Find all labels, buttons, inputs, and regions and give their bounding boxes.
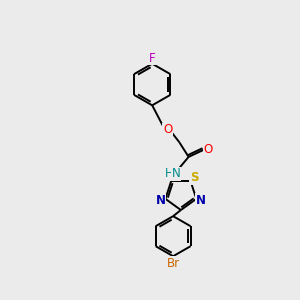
Text: Br: Br — [167, 257, 180, 270]
Text: H: H — [165, 167, 174, 180]
Text: O: O — [163, 123, 172, 136]
Text: N: N — [172, 167, 181, 180]
Text: N: N — [156, 194, 166, 207]
Text: N: N — [196, 194, 206, 207]
Text: F: F — [149, 52, 155, 65]
Text: O: O — [203, 143, 213, 156]
Text: S: S — [190, 171, 199, 184]
